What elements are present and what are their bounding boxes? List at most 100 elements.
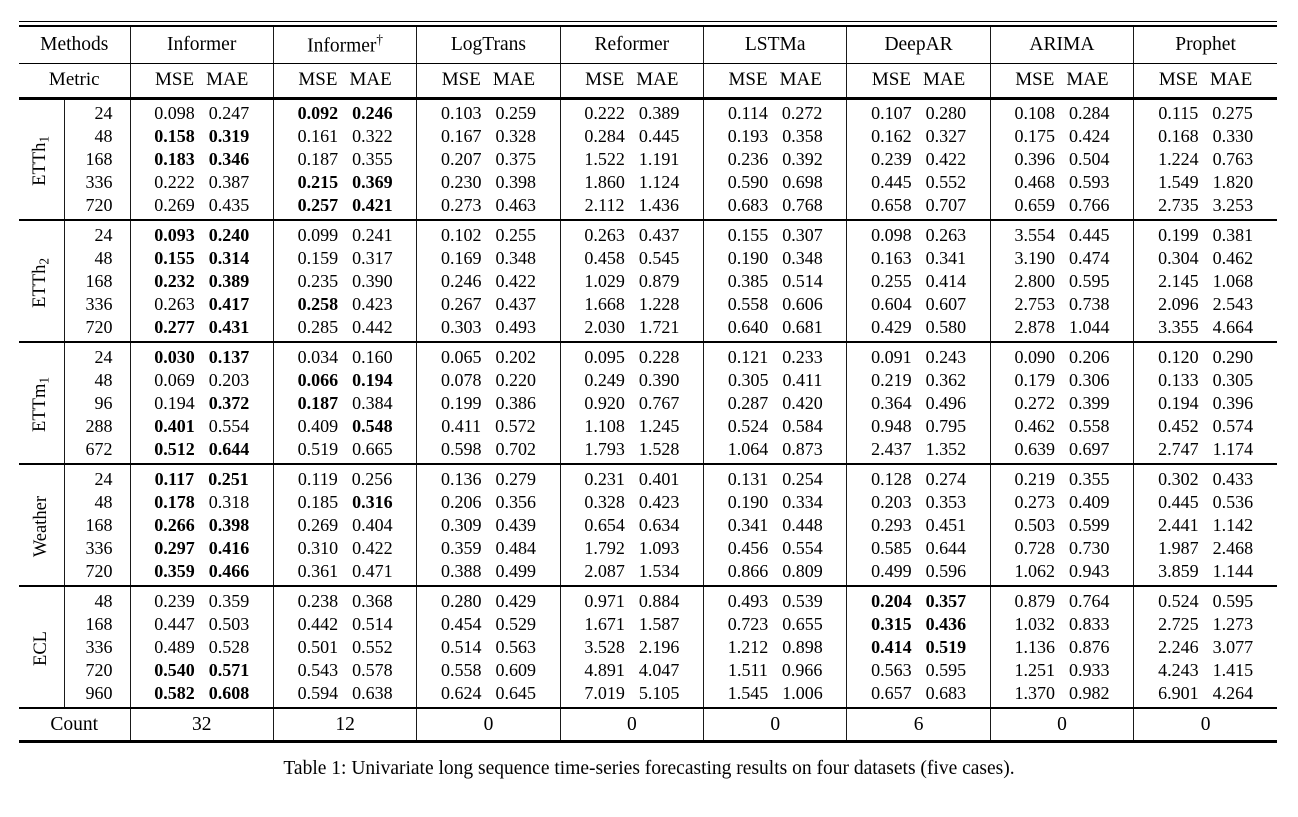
data-row-ettm1-288: 288 0.401 0.554 0.409 0.548 0.411 0.572 1.108 1.… (19, 414, 1277, 438)
mae-value: 0.160 (352, 347, 393, 368)
result-cell-logtrans: 0.558 0.609 (416, 658, 561, 682)
count-row: Count 32 12 0 0 0 6 0 0 (19, 708, 1277, 742)
result-cell-arima: 1.251 0.933 (989, 658, 1134, 682)
mae-value: 0.768 (782, 194, 823, 215)
mae-value: 0.563 (495, 636, 536, 657)
mae-value: 0.330 (1212, 126, 1254, 147)
data-row-ecl-168: 168 0.447 0.503 0.442 0.514 0.454 0.529 1.671 1.… (19, 613, 1277, 637)
mse-value: 2.878 (1014, 316, 1055, 337)
result-cell-lstma: 0.493 0.539 (702, 586, 847, 614)
mae-value: 0.314 (208, 248, 250, 269)
result-cell-informer: 0.269 0.435 (129, 193, 274, 221)
result-cell-lstma: 0.114 0.272 (702, 98, 847, 126)
result-cell-informer: 0.222 0.387 (129, 170, 274, 194)
result-cell-deepar: 0.107 0.280 (846, 98, 991, 126)
result-cell-deepar: 0.948 0.795 (846, 414, 991, 438)
data-row-weather-720: 720 0.359 0.466 0.361 0.471 0.388 0.499 2.087 1.… (19, 559, 1277, 587)
dataset-name: ETTm1 (30, 377, 52, 433)
mse-value: 0.107 (871, 103, 912, 124)
mse-value: 0.414 (871, 636, 912, 657)
mae-value: 0.554 (208, 415, 250, 436)
mae-value: 0.398 (208, 514, 250, 535)
mae-value: 0.399 (1068, 392, 1110, 413)
mse-value: 4.243 (1158, 659, 1199, 680)
result-cell-informer-dagger: 0.092 0.246 (272, 98, 417, 126)
result-cell-deepar: 0.315 0.436 (846, 613, 991, 637)
result-cell-informer-dagger: 0.099 0.241 (272, 220, 417, 248)
method-name: Informer (307, 35, 377, 57)
mse-value: 0.194 (154, 392, 195, 413)
mae-value: 0.381 (1212, 225, 1254, 246)
mae-value: 1.191 (638, 148, 680, 169)
method-name: ARIMA (1029, 33, 1095, 55)
mae-value: 0.528 (208, 636, 250, 657)
mse-value: 0.187 (297, 148, 339, 169)
data-row-ecl-960: 960 0.582 0.608 0.594 0.638 0.624 0.645 7.019 5.… (19, 681, 1277, 709)
mae-value: 0.353 (925, 492, 967, 513)
horizon-cell: 720 (63, 315, 130, 343)
metric-pair-prophet: MSE MAE (1133, 63, 1277, 100)
mae-value: 0.355 (1068, 469, 1110, 490)
mse-value: 0.203 (871, 492, 912, 513)
mae-value: 0.422 (495, 270, 536, 291)
section-ecl: ECL 48 0.239 0.359 0.238 0.368 0.280 0.429 0.971… (19, 586, 1277, 709)
horizon-cell: 336 (63, 170, 130, 194)
metric-mse: MSE (585, 69, 625, 90)
mse-value: 0.190 (727, 248, 769, 269)
mse-value: 0.303 (440, 316, 482, 337)
dagger-mark: † (376, 31, 384, 47)
metric-mse: MSE (1015, 69, 1055, 90)
metric-row: Metric MSE MAE MSE MAE MSE MAE MSE MAE MSE MAE MSE… (19, 63, 1277, 100)
result-cell-informer-dagger: 0.361 0.471 (272, 559, 417, 587)
data-row-ecl-48: ECL 48 0.239 0.359 0.238 0.368 0.280 0.429 0.971… (19, 586, 1277, 666)
result-cell-prophet: 1.549 1.820 (1133, 170, 1277, 194)
mse-value: 0.235 (297, 270, 339, 291)
mae-value: 0.767 (638, 392, 680, 413)
result-cell-informer-dagger: 0.119 0.256 (272, 464, 417, 492)
mse-value: 0.558 (440, 659, 482, 680)
metric-header-label: Metric (19, 63, 130, 100)
mae-value: 0.809 (782, 560, 823, 581)
result-cell-arima: 1.062 0.943 (989, 559, 1134, 587)
mae-value: 1.228 (638, 293, 680, 314)
mae-value: 0.514 (782, 270, 823, 291)
mae-value: 1.587 (638, 614, 680, 635)
result-cell-lstma: 0.287 0.420 (702, 392, 847, 415)
mse-value: 0.065 (440, 347, 482, 368)
mae-value: 0.305 (1212, 370, 1254, 391)
method-name: LSTMa (744, 33, 806, 55)
horizon-cell: 336 (63, 636, 130, 659)
mae-value: 1.352 (925, 438, 967, 459)
result-cell-deepar: 0.163 0.341 (846, 247, 991, 271)
mae-value: 0.384 (352, 392, 393, 413)
method-header-lstma: LSTMa (702, 25, 847, 64)
data-row-ecl-720: 720 0.540 0.571 0.543 0.578 0.558 0.609 4.891 4.… (19, 658, 1277, 682)
result-cell-reformer: 0.249 0.390 (559, 369, 704, 393)
mse-value: 0.185 (297, 492, 339, 513)
mae-value: 0.595 (1212, 591, 1254, 612)
result-cell-arima: 0.108 0.284 (989, 98, 1134, 126)
mae-value: 0.259 (495, 103, 536, 124)
result-cell-reformer: 1.793 1.528 (559, 437, 704, 465)
mse-value: 0.231 (584, 469, 625, 490)
horizon-cell: 96 (63, 392, 130, 415)
result-cell-informer: 0.239 0.359 (129, 586, 274, 614)
result-cell-reformer: 0.284 0.445 (559, 125, 704, 149)
mse-value: 0.236 (727, 148, 769, 169)
horizon-cell: 24 (63, 98, 130, 126)
mae-value: 0.552 (352, 636, 393, 657)
result-cell-deepar: 0.293 0.451 (846, 514, 991, 537)
mse-value: 0.232 (154, 270, 195, 291)
method-header-informer: Informer (129, 25, 274, 64)
result-cell-deepar: 0.429 0.580 (846, 315, 991, 343)
mae-value: 0.348 (495, 248, 536, 269)
mse-value: 0.585 (871, 537, 912, 558)
mse-value: 0.563 (871, 659, 912, 680)
result-cell-informer-dagger: 0.034 0.160 (272, 342, 417, 370)
mse-value: 1.793 (584, 438, 625, 459)
mse-value: 0.683 (727, 194, 769, 215)
result-cell-reformer: 0.222 0.389 (559, 98, 704, 126)
mse-value: 1.251 (1014, 659, 1055, 680)
mae-value: 0.596 (925, 560, 967, 581)
mse-value: 0.266 (154, 514, 195, 535)
